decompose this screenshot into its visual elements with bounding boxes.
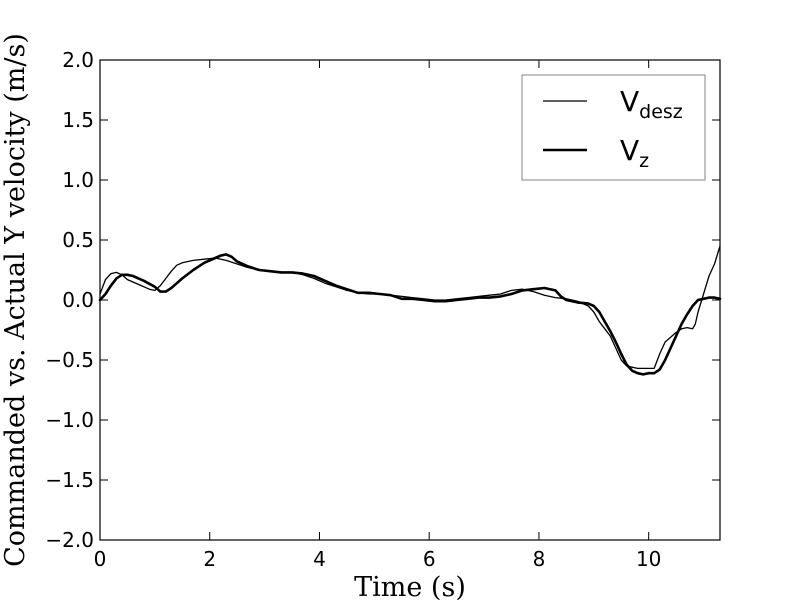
x-tick-label: 10 [636, 547, 661, 571]
y-tick-label: 0.0 [62, 288, 94, 312]
legend-label-main: V [620, 134, 639, 167]
series-line-v-z [98, 253, 722, 376]
legend-box [521, 74, 706, 181]
y-axis-label: Commanded vs. Actual Y velocity (m/s) [0, 33, 31, 567]
y-tick-label: −2.0 [45, 528, 94, 552]
legend: Vdesz Vz [521, 74, 706, 181]
y-tick-label: −1.5 [45, 468, 94, 492]
plot-series [98, 245, 722, 376]
legend-label-v-desz: Vdesz [620, 85, 683, 123]
x-tick-label: 6 [423, 547, 436, 571]
legend-label-v-z: Vz [620, 134, 649, 172]
legend-label-sub: z [639, 150, 649, 172]
x-tick-label: 8 [533, 547, 546, 571]
y-tick-label: −1.0 [45, 408, 94, 432]
legend-label-sub: desz [639, 101, 683, 123]
x-tick-label: 0 [94, 547, 107, 571]
x-axis-label: Time (s) [354, 572, 466, 600]
legend-label-main: V [620, 85, 639, 118]
x-tick-label: 4 [313, 547, 326, 571]
y-tick-label: −0.5 [45, 348, 94, 372]
y-tick-label: 2.0 [62, 48, 94, 72]
y-tick-label: 1.5 [62, 108, 94, 132]
tick-labels: 0 2 4 6 8 10 2.0 1.5 1.0 0.5 0.0 −0.5 −1.0 −1.5 −2.0 [45, 48, 661, 571]
y-tick-label: 1.0 [62, 168, 94, 192]
x-tick-label: 2 [203, 547, 216, 571]
tick-marks [99, 59, 720, 541]
y-tick-label: 0.5 [62, 228, 94, 252]
